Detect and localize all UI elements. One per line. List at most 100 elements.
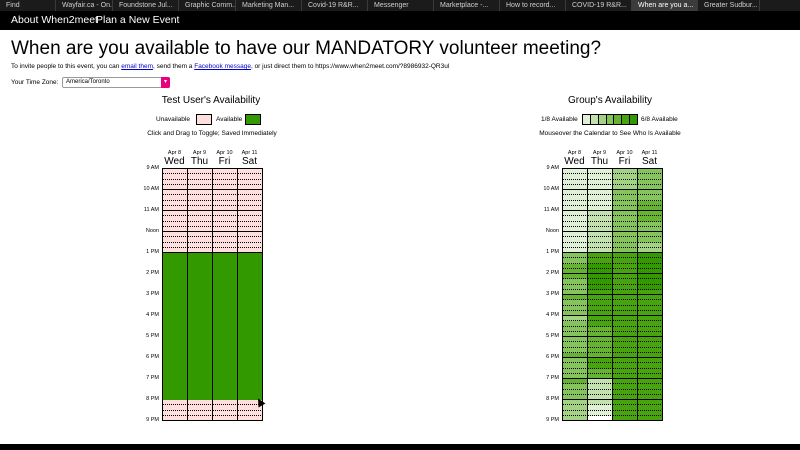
- group-time-slot[interactable]: [638, 363, 663, 369]
- user-time-slot[interactable]: [213, 190, 238, 196]
- group-time-slot[interactable]: [613, 247, 638, 253]
- user-time-slot[interactable]: [238, 321, 263, 327]
- user-time-slot[interactable]: [238, 258, 263, 264]
- user-time-slot[interactable]: [188, 216, 213, 222]
- group-time-slot[interactable]: [563, 368, 588, 374]
- group-time-slot[interactable]: [588, 295, 613, 301]
- group-time-slot[interactable]: [613, 342, 638, 348]
- group-time-slot[interactable]: [588, 195, 613, 201]
- user-time-slot[interactable]: [213, 253, 238, 259]
- group-time-slot[interactable]: [563, 216, 588, 222]
- group-time-slot[interactable]: [613, 316, 638, 322]
- user-time-slot[interactable]: [188, 331, 213, 337]
- user-time-slot[interactable]: [188, 242, 213, 248]
- group-time-slot[interactable]: [563, 379, 588, 385]
- user-time-slot[interactable]: [163, 253, 188, 259]
- user-time-slot[interactable]: [238, 337, 263, 343]
- group-time-slot[interactable]: [563, 274, 588, 280]
- group-time-slot[interactable]: [638, 263, 663, 269]
- group-time-slot[interactable]: [588, 321, 613, 327]
- group-time-slot[interactable]: [563, 242, 588, 248]
- user-time-slot[interactable]: [163, 363, 188, 369]
- group-time-slot[interactable]: [613, 258, 638, 264]
- user-time-slot[interactable]: [238, 410, 263, 416]
- group-time-slot[interactable]: [613, 363, 638, 369]
- user-time-slot[interactable]: [213, 279, 238, 285]
- group-time-slot[interactable]: [613, 310, 638, 316]
- user-time-slot[interactable]: [213, 352, 238, 358]
- group-time-slot[interactable]: [638, 211, 663, 217]
- group-time-slot[interactable]: [563, 284, 588, 290]
- user-time-slot[interactable]: [213, 331, 238, 337]
- group-time-slot[interactable]: [563, 400, 588, 406]
- group-time-slot[interactable]: [638, 268, 663, 274]
- group-time-slot[interactable]: [613, 300, 638, 306]
- user-time-slot[interactable]: [213, 258, 238, 264]
- user-time-slot[interactable]: [213, 410, 238, 416]
- group-time-slot[interactable]: [613, 394, 638, 400]
- user-time-slot[interactable]: [238, 389, 263, 395]
- group-time-slot[interactable]: [613, 410, 638, 416]
- user-time-slot[interactable]: [213, 295, 238, 301]
- user-time-slot[interactable]: [213, 237, 238, 243]
- user-time-slot[interactable]: [213, 368, 238, 374]
- group-time-slot[interactable]: [563, 258, 588, 264]
- group-time-slot[interactable]: [638, 195, 663, 201]
- group-time-slot[interactable]: [588, 363, 613, 369]
- group-time-slot[interactable]: [613, 237, 638, 243]
- group-time-slot[interactable]: [588, 352, 613, 358]
- group-time-slot[interactable]: [588, 216, 613, 222]
- group-time-slot[interactable]: [588, 247, 613, 253]
- group-time-slot[interactable]: [638, 216, 663, 222]
- user-time-slot[interactable]: [163, 205, 188, 211]
- group-time-slot[interactable]: [638, 379, 663, 385]
- group-time-slot[interactable]: [563, 268, 588, 274]
- user-time-slot[interactable]: [238, 415, 263, 421]
- user-time-slot[interactable]: [163, 190, 188, 196]
- group-time-slot[interactable]: [613, 232, 638, 238]
- group-time-slot[interactable]: [563, 289, 588, 295]
- user-time-slot[interactable]: [188, 190, 213, 196]
- user-time-slot[interactable]: [238, 216, 263, 222]
- group-time-slot[interactable]: [588, 316, 613, 322]
- group-time-slot[interactable]: [588, 221, 613, 227]
- group-time-slot[interactable]: [563, 316, 588, 322]
- group-time-slot[interactable]: [563, 237, 588, 243]
- group-time-slot[interactable]: [563, 232, 588, 238]
- group-time-slot[interactable]: [613, 216, 638, 222]
- user-time-slot[interactable]: [188, 358, 213, 364]
- group-time-slot[interactable]: [613, 373, 638, 379]
- browser-tab[interactable]: Wayfair.ca - On...: [56, 0, 113, 11]
- user-time-slot[interactable]: [188, 200, 213, 206]
- user-time-slot[interactable]: [213, 274, 238, 280]
- user-time-slot[interactable]: [163, 410, 188, 416]
- user-time-slot[interactable]: [213, 263, 238, 269]
- group-time-slot[interactable]: [613, 347, 638, 353]
- user-time-slot[interactable]: [213, 205, 238, 211]
- group-time-slot[interactable]: [563, 200, 588, 206]
- user-time-slot[interactable]: [163, 310, 188, 316]
- user-time-slot[interactable]: [213, 305, 238, 311]
- group-time-slot[interactable]: [613, 284, 638, 290]
- group-time-slot[interactable]: [638, 410, 663, 416]
- group-time-slot[interactable]: [638, 373, 663, 379]
- user-time-slot[interactable]: [188, 410, 213, 416]
- group-time-slot[interactable]: [613, 169, 638, 175]
- group-time-slot[interactable]: [638, 321, 663, 327]
- group-time-slot[interactable]: [613, 195, 638, 201]
- group-time-slot[interactable]: [563, 247, 588, 253]
- group-time-slot[interactable]: [638, 337, 663, 343]
- user-time-slot[interactable]: [238, 205, 263, 211]
- user-time-slot[interactable]: [188, 195, 213, 201]
- group-time-slot[interactable]: [588, 368, 613, 374]
- group-time-slot[interactable]: [588, 174, 613, 180]
- group-time-slot[interactable]: [588, 394, 613, 400]
- plan-event-link[interactable]: Plan a New Event: [96, 14, 180, 26]
- user-time-slot[interactable]: [213, 310, 238, 316]
- user-time-slot[interactable]: [213, 394, 238, 400]
- user-time-slot[interactable]: [188, 226, 213, 232]
- group-time-slot[interactable]: [613, 221, 638, 227]
- user-time-slot[interactable]: [188, 394, 213, 400]
- group-time-slot[interactable]: [563, 169, 588, 175]
- user-time-slot[interactable]: [213, 226, 238, 232]
